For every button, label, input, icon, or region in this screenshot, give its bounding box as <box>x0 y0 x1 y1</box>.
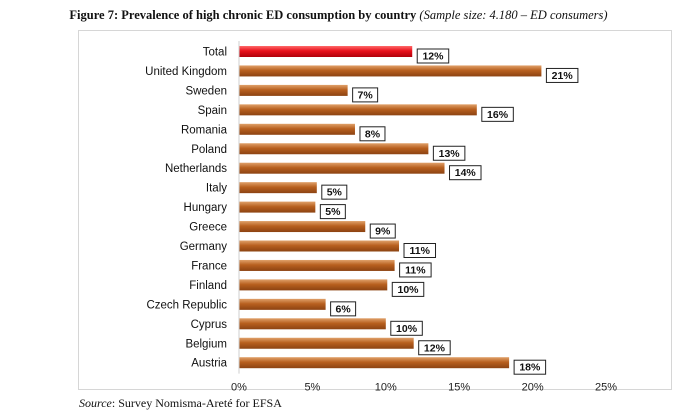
bar <box>239 337 414 349</box>
x-axis: 0% 5% 10% 15% 20% 25% <box>231 41 617 391</box>
bar <box>239 143 429 155</box>
source-label: Source <box>79 396 112 410</box>
value-label: 10% <box>396 323 418 335</box>
value-label-box <box>513 359 547 375</box>
bar <box>239 162 445 174</box>
figure-title-main: Figure 7: Prevalence of high chronic ED … <box>69 8 417 22</box>
value-label-box <box>416 48 450 64</box>
value-label-box <box>352 87 379 103</box>
bar <box>239 221 366 233</box>
bar <box>239 84 348 96</box>
bars-layer: Total 12% United Kingdom 21% Sweden 7% Spain 16… <box>145 46 579 375</box>
value-label: 12% <box>422 51 444 63</box>
bar <box>239 65 542 77</box>
value-label-box <box>391 281 425 297</box>
value-label: 6% <box>336 303 352 315</box>
category-label: Belgium <box>185 338 227 350</box>
category-label: France <box>191 260 227 272</box>
value-label: 16% <box>487 109 509 121</box>
bar <box>239 279 388 291</box>
value-label-box <box>330 301 357 317</box>
x-tick-label: 25% <box>595 382 617 391</box>
value-label-box <box>449 165 482 181</box>
value-label: 12% <box>424 342 446 354</box>
bar <box>239 357 510 369</box>
category-label: Sweden <box>185 85 227 97</box>
x-tick-label: 0% <box>231 382 247 391</box>
value-label-box <box>545 67 579 83</box>
chart-frame: Total 12% United Kingdom 21% Sweden 7% Spain 16… <box>78 30 672 391</box>
value-label-box <box>390 320 423 336</box>
bar <box>239 104 477 116</box>
category-label: Romania <box>181 124 228 136</box>
value-label-box <box>359 126 386 142</box>
figure-title-subtitle: (Sample size: 4.180 – ED consumers) <box>419 8 608 22</box>
x-tick-label: 15% <box>448 382 470 391</box>
value-label: 11% <box>410 245 431 257</box>
bar-total <box>239 46 413 57</box>
category-label: Germany <box>180 241 228 253</box>
value-label-box <box>321 184 348 200</box>
category-label: Cyprus <box>191 319 228 331</box>
category-label: Greece <box>189 222 227 234</box>
value-label-box <box>403 243 437 258</box>
bar <box>239 182 317 194</box>
category-label: Spain <box>198 105 227 117</box>
value-label: 5% <box>325 206 341 218</box>
bar <box>239 259 395 271</box>
bar <box>239 318 386 330</box>
value-label-box <box>369 223 396 239</box>
category-label: Finland <box>189 280 227 292</box>
bar <box>239 240 400 252</box>
value-label: 14% <box>455 167 477 179</box>
bar <box>239 123 355 135</box>
category-label: Poland <box>191 144 227 156</box>
value-label: 7% <box>358 89 374 101</box>
value-label-box <box>399 262 432 278</box>
source-note: Source: Survey Nomisma-Areté for EFSA <box>79 396 282 411</box>
category-label: Netherlands <box>165 163 227 175</box>
value-label-box <box>418 340 451 356</box>
value-label-box <box>481 106 514 122</box>
category-label: Total <box>203 47 227 59</box>
category-label: Italy <box>206 183 227 195</box>
value-label: 5% <box>327 187 343 199</box>
value-label-box <box>432 145 466 161</box>
source-text: : Survey Nomisma-Areté for EFSA <box>111 396 282 410</box>
x-tick-label: 5% <box>304 382 320 391</box>
bar-chart: Total 12% United Kingdom 21% Sweden 7% Spain 16… <box>145 41 617 391</box>
category-label: Czech Republic <box>146 299 227 311</box>
bar <box>239 298 326 310</box>
x-tick-label: 20% <box>522 382 544 391</box>
value-label: 10% <box>398 284 420 296</box>
value-label: 13% <box>439 148 461 160</box>
bar <box>239 201 316 213</box>
figure-title: Figure 7: Prevalence of high chronic ED … <box>0 8 677 23</box>
value-label: 21% <box>552 70 574 82</box>
value-label-box <box>319 204 346 220</box>
category-label: Austria <box>191 358 227 370</box>
category-label: Hungary <box>184 202 228 214</box>
value-label: 8% <box>365 128 381 140</box>
value-label: 11% <box>405 264 426 276</box>
category-label: United Kingdom <box>145 66 227 78</box>
value-label: 9% <box>375 226 391 238</box>
x-tick-label: 10% <box>375 382 397 391</box>
value-label: 18% <box>519 362 541 374</box>
